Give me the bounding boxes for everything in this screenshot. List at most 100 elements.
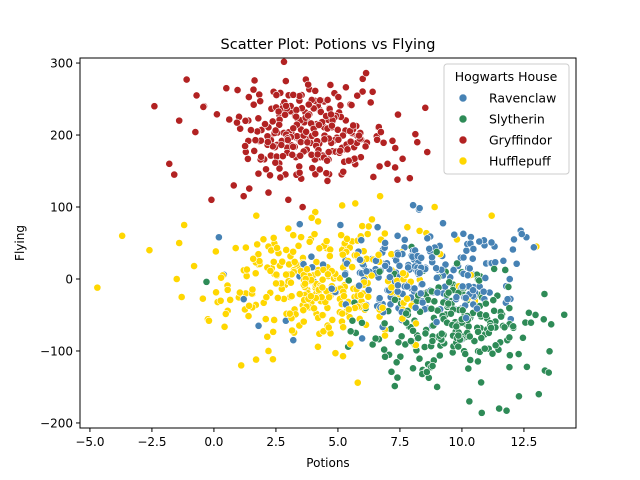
legend-marker [458, 156, 468, 166]
data-point-slytherin [380, 319, 389, 328]
data-point-hufflepuff [282, 270, 290, 279]
data-point-slytherin [500, 323, 509, 332]
data-point-hufflepuff [403, 294, 411, 303]
legend-marker [458, 135, 468, 145]
data-point-hufflepuff [368, 215, 376, 224]
data-point-hufflepuff [294, 241, 303, 250]
data-point-hufflepuff [237, 361, 246, 370]
data-point-ravenclaw [459, 253, 468, 262]
data-point-gryffindor [361, 142, 370, 151]
data-point-gryffindor [275, 164, 284, 173]
data-point-slytherin [470, 337, 479, 345]
data-point-ravenclaw [450, 230, 459, 239]
data-point-gryffindor [311, 170, 320, 179]
data-point-ravenclaw [452, 293, 461, 302]
data-point-ravenclaw [381, 239, 390, 247]
data-point-slytherin [505, 351, 514, 360]
data-point-slytherin [524, 308, 533, 317]
data-point-slytherin [422, 368, 431, 376]
data-point-ravenclaw [462, 314, 470, 322]
data-point-ravenclaw [254, 321, 263, 330]
data-point-slytherin [464, 364, 473, 373]
data-point-ravenclaw [355, 281, 363, 290]
data-point-ravenclaw [473, 304, 481, 313]
data-point-slytherin [514, 350, 523, 358]
y-tick-label: 200 [50, 129, 73, 143]
data-point-gryffindor [377, 128, 385, 136]
data-point-slytherin [461, 350, 470, 358]
data-point-gryffindor [229, 181, 238, 190]
y-tick-label: 300 [50, 57, 73, 71]
data-point-hufflepuff [242, 265, 251, 274]
data-point-gryffindor [233, 86, 242, 94]
data-point-slytherin [466, 356, 475, 364]
data-point-gryffindor [311, 86, 320, 95]
data-point-hufflepuff [266, 266, 275, 275]
data-point-hufflepuff [259, 235, 268, 244]
data-point-gryffindor [391, 144, 400, 152]
data-point-ravenclaw [510, 235, 518, 244]
data-point-ravenclaw [375, 294, 384, 303]
data-point-hufflepuff [314, 342, 322, 351]
data-point-gryffindor [268, 142, 277, 151]
data-point-ravenclaw [393, 231, 402, 240]
data-point-ravenclaw [394, 281, 402, 290]
data-point-slytherin [489, 296, 498, 305]
data-point-hufflepuff [380, 229, 389, 238]
data-point-ravenclaw [461, 293, 470, 302]
data-point-hufflepuff [318, 275, 327, 284]
data-point-slytherin [402, 309, 411, 318]
y-tick-label: −200 [40, 416, 73, 430]
data-point-hufflepuff [339, 352, 347, 361]
data-point-slytherin [390, 382, 399, 390]
data-point-ravenclaw [439, 219, 447, 228]
data-point-slytherin [380, 345, 389, 354]
data-point-gryffindor [274, 107, 283, 116]
data-point-slytherin [401, 340, 410, 349]
legend-box [443, 63, 570, 175]
data-point-gryffindor [264, 188, 273, 197]
data-point-slytherin [358, 318, 366, 327]
data-point-slytherin [387, 367, 396, 376]
y-axis-label: Flying [13, 225, 27, 261]
data-point-hufflepuff [318, 283, 327, 292]
data-point-gryffindor [391, 163, 400, 172]
data-point-hufflepuff [93, 283, 102, 292]
x-axis-label: Potions [306, 456, 349, 470]
data-point-hufflepuff [312, 258, 321, 266]
x-tick-label: 12.5 [511, 435, 538, 449]
data-point-slytherin [202, 277, 211, 286]
legend-label: Hufflepuff [489, 154, 551, 169]
data-point-hufflepuff [175, 239, 184, 247]
data-point-slytherin [414, 334, 423, 342]
data-point-gryffindor [304, 100, 313, 109]
data-point-slytherin [465, 397, 474, 406]
data-point-gryffindor [249, 100, 258, 109]
data-point-hufflepuff [299, 317, 308, 326]
data-point-gryffindor [271, 126, 280, 135]
data-point-ravenclaw [357, 236, 366, 245]
data-point-hufflepuff [301, 279, 309, 288]
data-point-slytherin [490, 265, 499, 273]
data-point-gryffindor [358, 74, 367, 83]
data-point-gryffindor [254, 114, 263, 123]
data-point-gryffindor [257, 152, 266, 161]
data-point-gryffindor [213, 110, 221, 119]
data-point-ravenclaw [468, 254, 477, 263]
data-point-gryffindor [207, 195, 216, 204]
data-point-gryffindor [346, 137, 355, 146]
data-point-gryffindor [266, 171, 274, 180]
data-point-hufflepuff [278, 257, 287, 266]
data-point-gryffindor [334, 93, 343, 101]
data-point-slytherin [523, 362, 531, 371]
data-point-slytherin [427, 304, 436, 313]
data-point-hufflepuff [263, 332, 272, 341]
data-point-slytherin [392, 358, 401, 367]
data-point-gryffindor [182, 75, 191, 84]
x-tick-label: 2.5 [266, 435, 285, 449]
data-point-gryffindor [373, 135, 382, 144]
data-point-hufflepuff [376, 192, 384, 201]
data-point-ravenclaw [364, 286, 373, 294]
data-point-hufflepuff [272, 279, 280, 288]
data-point-hufflepuff [244, 312, 253, 320]
